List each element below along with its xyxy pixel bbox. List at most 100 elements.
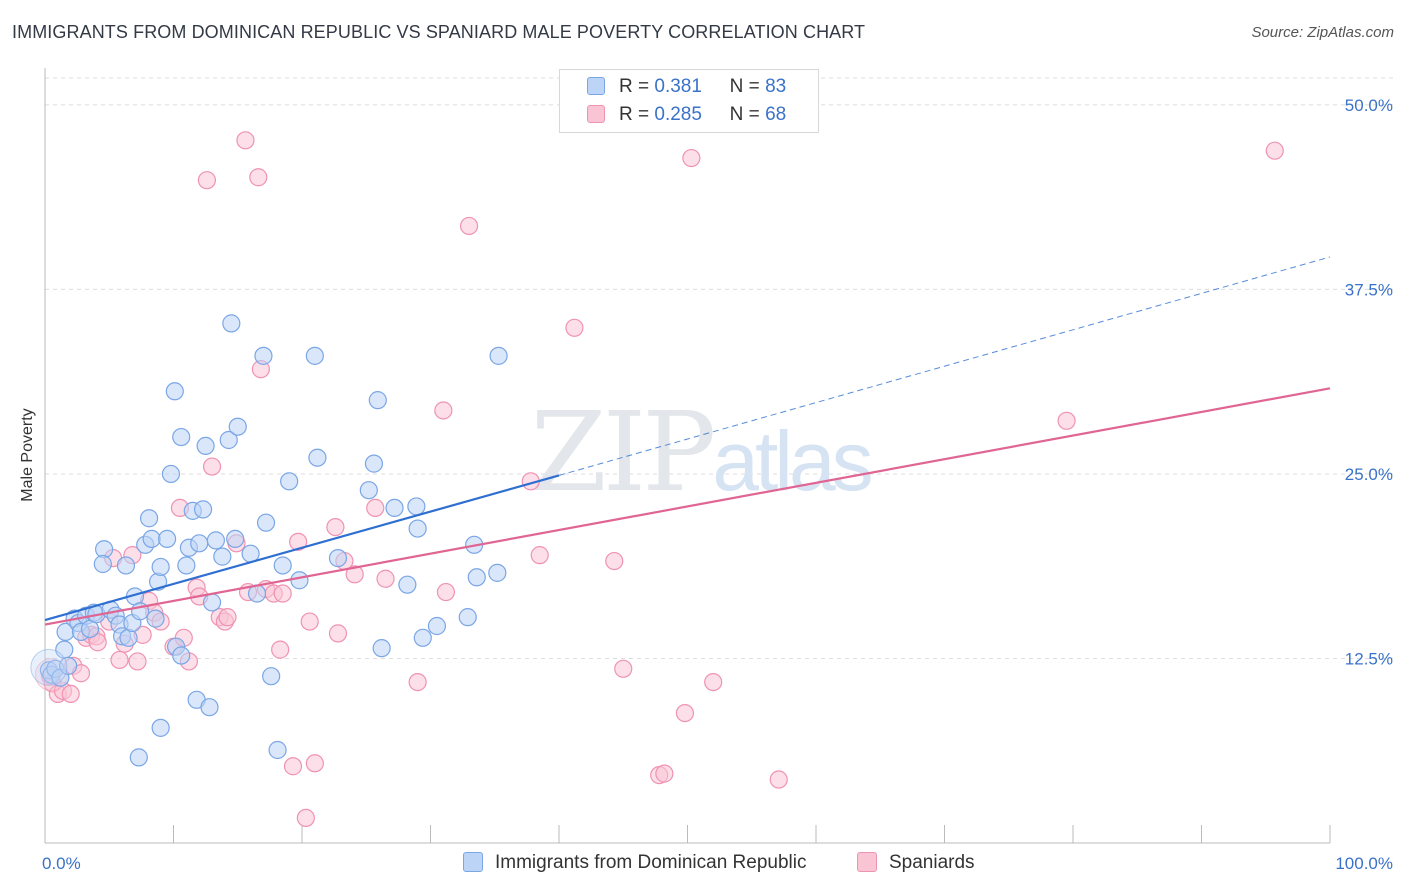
data-point-dominican: [368, 391, 387, 410]
data-point-spaniards: [197, 171, 217, 190]
data-point-dominican: [228, 417, 247, 436]
data-point-spaniards: [273, 584, 292, 603]
data-point-dominican: [151, 718, 170, 737]
data-point-dominican: [202, 593, 222, 612]
data-point-dominican: [226, 529, 245, 549]
trendline-dominican: [44, 474, 560, 622]
data-point-dominican: [254, 346, 273, 365]
data-point-spaniards: [366, 498, 385, 518]
data-point-dominican: [372, 639, 391, 658]
data-point-spaniards: [218, 608, 237, 627]
data-point-spaniards: [249, 168, 268, 187]
data-point-dominican: [467, 568, 486, 587]
data-point-spaniards: [61, 684, 80, 704]
data-point-dominican: [59, 656, 78, 675]
legend-n-label: N =: [729, 76, 760, 97]
data-point-dominican: [489, 346, 508, 365]
data-point-dominican: [213, 547, 232, 566]
data-point-dominican: [398, 575, 417, 594]
data-point-spaniards: [704, 672, 723, 692]
trendline-spaniards: [44, 387, 1331, 626]
data-point-dominican: [177, 556, 196, 575]
chart-title: IMMIGRANTS FROM DOMINICAN REPUBLIC VS SP…: [12, 22, 866, 42]
data-point-spaniards: [675, 703, 695, 723]
data-point-dominican: [273, 556, 292, 575]
data-point-spaniards: [434, 401, 453, 420]
trendline-dominican-extension: [558, 256, 1331, 476]
data-point-spaniards: [326, 517, 345, 537]
watermark: ZIPatlas: [530, 388, 870, 516]
data-point-spaniards: [436, 582, 456, 602]
data-point-dominican: [359, 481, 378, 500]
tick-label-layer: 12.5% 25.0% 37.5% 50.0% 0.0% 100.0%: [42, 96, 1393, 873]
data-point-dominican: [165, 382, 184, 401]
data-point-dominican: [280, 472, 299, 491]
data-point-dominican: [385, 498, 404, 518]
data-point-spaniards: [530, 546, 549, 565]
data-point-spaniards: [1057, 411, 1076, 430]
bottom-legend-swatch-pink: [857, 852, 877, 872]
data-point-spaniards: [271, 640, 290, 659]
data-point-spaniards: [1265, 141, 1284, 160]
legend-r-value-dominican: 0.381: [654, 76, 702, 97]
data-point-dominican: [268, 740, 287, 760]
data-point-spaniards: [128, 652, 147, 671]
legend-swatch-blue: [587, 77, 605, 95]
data-point-dominican: [139, 509, 159, 528]
data-point-spaniards: [682, 148, 701, 168]
data-point-dominican: [219, 430, 238, 450]
y-axis-label: Male Poverty: [19, 408, 36, 502]
dominican-points: [30, 314, 508, 767]
data-point-dominican: [193, 500, 213, 519]
data-point-spaniards: [283, 757, 303, 776]
y-tick-label: 50.0%: [1345, 96, 1393, 115]
data-point-dominican: [256, 513, 276, 532]
y-tick-label: 25.0%: [1345, 465, 1393, 484]
chart-source: Source: ZipAtlas.com: [1251, 24, 1394, 41]
data-point-spaniards: [110, 650, 129, 670]
data-point-spaniards: [300, 612, 319, 631]
legend-n-label: N =: [729, 104, 760, 125]
legend-n-value-spaniards: 68: [765, 104, 787, 125]
data-point-dominican: [161, 464, 181, 484]
data-point-dominican: [172, 427, 191, 447]
data-point-dominican: [129, 748, 148, 767]
legend-r-label: R =: [619, 76, 650, 97]
data-point-spaniards: [345, 565, 364, 584]
data-point-dominican: [151, 557, 170, 577]
x-tick-label: 100.0%: [1335, 854, 1393, 873]
y-tick-label: 12.5%: [1345, 649, 1393, 668]
bottom-legend-label-dominican: Immigrants from Dominican Republic: [495, 852, 807, 873]
data-point-spaniards: [769, 770, 788, 789]
data-point-spaniards: [376, 569, 395, 588]
data-point-spaniards: [289, 532, 308, 551]
data-point-dominican: [262, 667, 281, 686]
axis-layer: [44, 68, 1331, 844]
data-point-dominican: [157, 529, 177, 549]
data-point-spaniards: [655, 764, 674, 783]
bottom-legend-label-spaniards: Spaniards: [889, 852, 975, 873]
data-point-spaniards: [408, 672, 427, 692]
data-point-dominican: [427, 616, 447, 636]
data-point-dominican: [488, 563, 507, 582]
data-point-dominican: [458, 608, 477, 627]
data-point-dominican: [407, 497, 426, 516]
data-point-spaniards: [565, 318, 584, 337]
legend-r-label: R =: [619, 104, 650, 125]
data-point-dominican: [146, 609, 165, 628]
data-point-dominican: [190, 534, 209, 553]
data-point-spaniards: [614, 659, 633, 678]
data-point-dominican: [413, 628, 432, 647]
data-point-spaniards: [328, 624, 348, 643]
stats-legend: R = 0.381 N = 83 R = 0.285 N = 68: [559, 69, 819, 133]
data-point-dominican: [206, 531, 226, 550]
data-point-dominican: [196, 436, 215, 456]
trend-layer: [44, 256, 1331, 626]
data-point-dominican: [30, 648, 68, 686]
data-point-dominican: [308, 448, 327, 467]
data-point-spaniards: [305, 754, 324, 773]
data-point-dominican: [328, 548, 348, 568]
data-point-dominican: [290, 571, 309, 590]
data-point-spaniards: [459, 216, 479, 236]
